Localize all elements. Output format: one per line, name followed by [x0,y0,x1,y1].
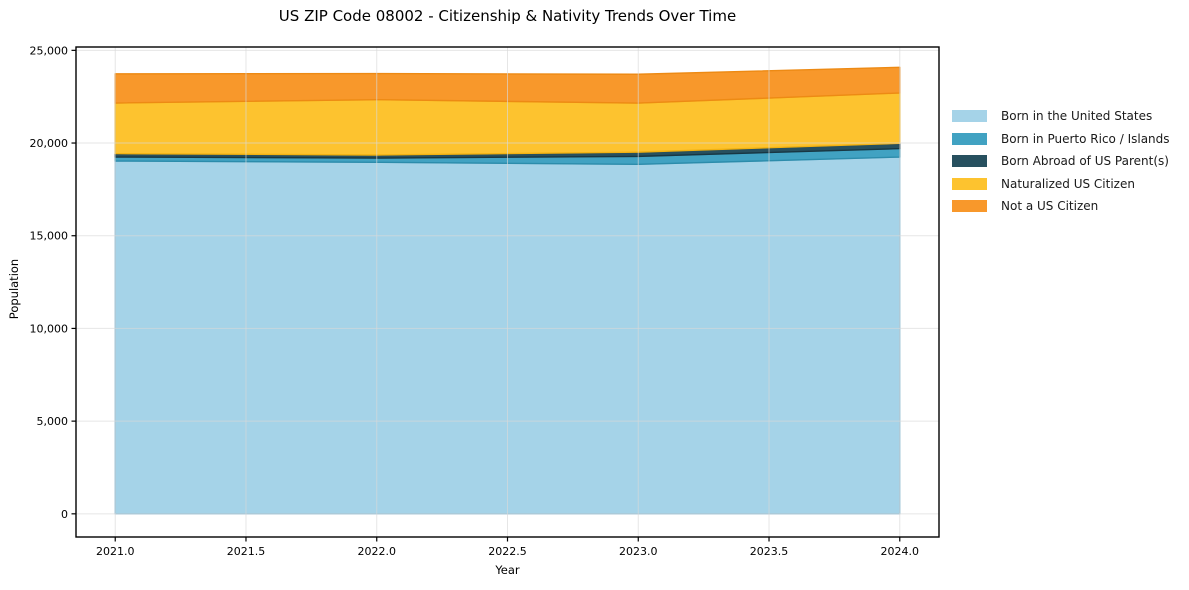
x-axis-label: Year [495,563,520,577]
x-tick-label: 2021.5 [227,545,266,558]
legend: Born in the United States Born in Puerto … [952,105,1170,218]
x-tick-label: 2023.5 [750,545,789,558]
y-tick-label: 10,000 [30,322,69,335]
x-tick-label: 2023.0 [619,545,658,558]
legend-swatch-icon [952,110,987,123]
legend-swatch-icon [952,200,987,213]
legend-item: Naturalized US Citizen [952,173,1170,196]
legend-swatch-icon [952,177,987,190]
x-tick-labels: 2021.0 2021.5 2022.0 2022.5 2023.0 2023.5 2024… [96,545,919,558]
x-tick-label: 2022.5 [488,545,527,558]
y-tick-labels: 0 5,000 10,000 15,000 20,000 25,000 [30,44,69,520]
legend-swatch-icon [952,155,987,168]
legend-label: Born in Puerto Rico / Islands [1001,131,1170,146]
legend-label: Naturalized US Citizen [1001,176,1135,191]
legend-label: Born in the United States [1001,109,1153,124]
gridlines [76,47,939,537]
legend-label: Not a US Citizen [1001,199,1099,214]
legend-swatch-icon [952,132,987,145]
y-tick-label: 25,000 [30,44,69,57]
y-tick-label: 5,000 [37,415,69,428]
y-tick-label: 15,000 [30,230,69,243]
y-tick-label: 20,000 [30,137,69,150]
x-tick-label: 2022.0 [357,545,396,558]
legend-item: Born in the United States [952,105,1170,128]
chart-title: US ZIP Code 08002 - Citizenship & Nativi… [278,7,737,25]
legend-item: Not a US Citizen [952,195,1170,218]
legend-item: Born in Puerto Rico / Islands [952,128,1170,151]
y-ticks [71,49,76,515]
x-tick-label: 2024.0 [881,545,920,558]
x-ticks [114,537,901,542]
y-tick-label: 0 [61,508,68,521]
legend-label: Born Abroad of US Parent(s) [1001,154,1169,169]
legend-item: Born Abroad of US Parent(s) [952,150,1170,173]
x-tick-label: 2021.0 [96,545,135,558]
y-axis-label: Population [7,258,21,320]
